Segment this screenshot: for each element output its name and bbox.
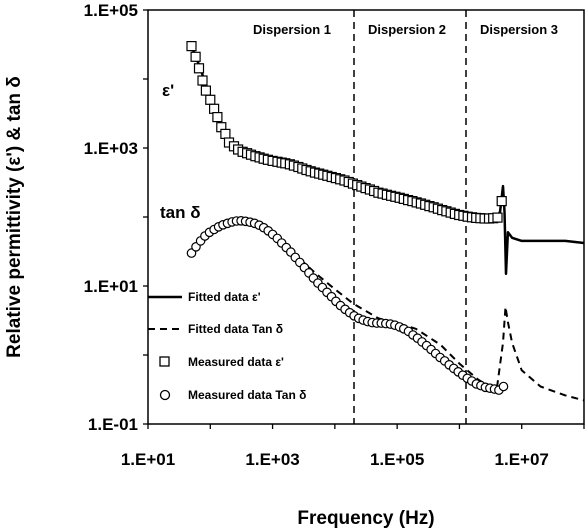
y-tick-label: 1.E+01 <box>84 277 138 296</box>
y-tick-label: 1.E-01 <box>88 415 138 434</box>
y-tick-label: 1.E+03 <box>84 139 138 158</box>
x-tick-label: 1.E+07 <box>495 450 549 469</box>
legend-symbol-circle <box>159 389 171 401</box>
permittivity-measured-point <box>190 51 201 62</box>
x-tick-label: 1.E+01 <box>121 450 175 469</box>
permittivity-measured-point <box>220 128 231 139</box>
tan-delta-annotation: tan δ <box>160 203 201 222</box>
permittivity-measured-point <box>496 196 507 207</box>
tan-delta-measured-point <box>186 248 197 258</box>
permittivity-measured-point <box>209 103 220 114</box>
y-axis-title: Relative permittivity (ε') & tan δ <box>4 76 25 358</box>
legend-label: Measured data ε' <box>188 355 284 369</box>
legend-label: Measured data Tan δ <box>188 388 306 402</box>
permittivity-measured-point <box>205 94 216 105</box>
region-label: Dispersion 2 <box>368 22 446 37</box>
legend-label: Fitted data ε' <box>188 290 261 304</box>
legend-label: Fitted data Tan δ <box>188 322 283 336</box>
series-line-tan-delta-fit <box>190 219 584 402</box>
x-tick-label: 1.E+03 <box>245 450 299 469</box>
y-tick-label: 1.E+05 <box>84 1 138 20</box>
permittivity-measured-point <box>212 111 223 123</box>
permittivity-measured-point <box>193 63 205 74</box>
legend-symbol-square <box>159 356 170 367</box>
permittivity-measured-point <box>197 75 208 86</box>
x-axis-title: Frequency (Hz) <box>297 508 434 529</box>
legend: Fitted data ε' Fitted data Tan δ Measure… <box>148 290 306 402</box>
permittivity-annotation: ε' <box>162 81 174 100</box>
permittivity-measured-point <box>186 40 197 52</box>
permittivity-measured-point <box>200 85 211 96</box>
region-label: Dispersion 1 <box>253 22 331 37</box>
tan-delta-measured-point <box>498 381 509 392</box>
permittivity-measured-point <box>492 212 503 223</box>
x-tick-label: 1.E+05 <box>370 450 424 469</box>
region-label: Dispersion 3 <box>480 22 558 37</box>
